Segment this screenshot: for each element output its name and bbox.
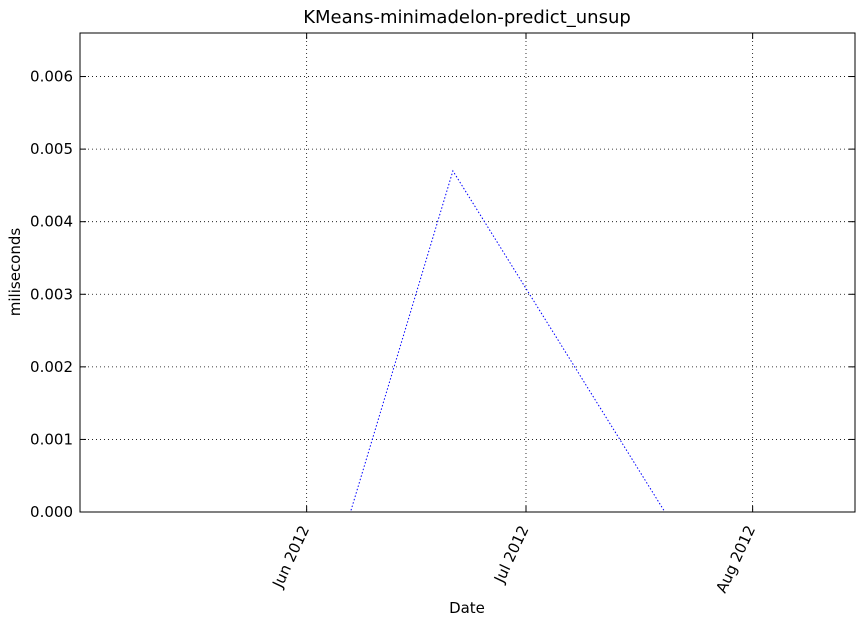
y-tick-labels: 0.000 0.001 0.002 0.003 0.004 0.005 0.006 — [30, 68, 73, 521]
y-tick-label: 0.003 — [30, 285, 73, 303]
y-tick-label: 0.004 — [30, 213, 73, 231]
x-axis-title: Date — [449, 599, 485, 617]
y-tick-label: 0.002 — [30, 358, 73, 376]
y-tick-label: 0.006 — [30, 68, 73, 86]
y-axis-title: miliseconds — [6, 228, 24, 317]
y-tick-label: 0.000 — [30, 503, 73, 521]
chart-title: KMeans-minimadelon-predict_unsup — [303, 7, 631, 28]
y-tick-label: 0.001 — [30, 430, 73, 448]
y-tick-label: 0.005 — [30, 140, 73, 158]
tick-marks — [80, 33, 855, 513]
plot-frame — [79, 32, 856, 513]
